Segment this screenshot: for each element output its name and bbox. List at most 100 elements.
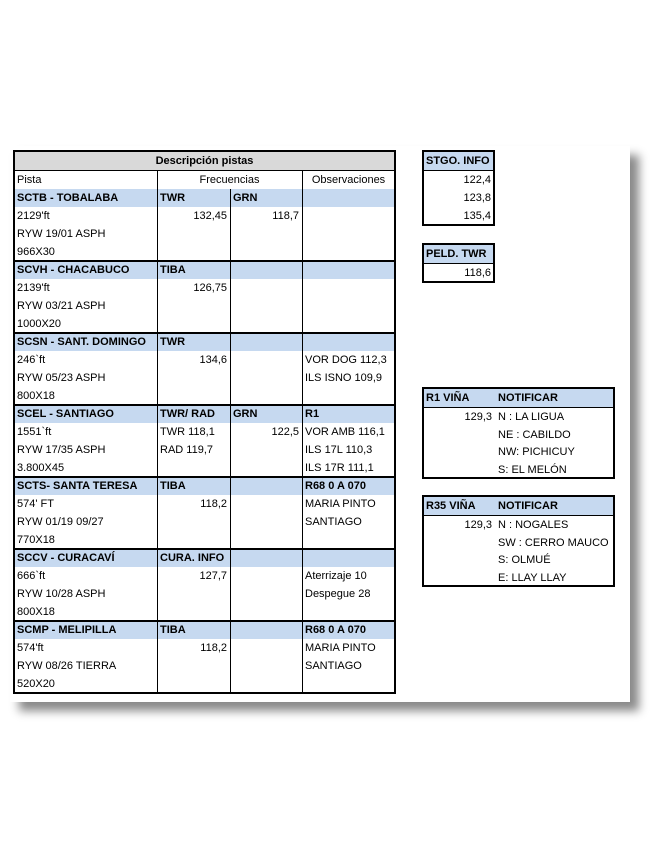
section-header: TWR [160, 192, 186, 204]
cell: RYW 19/01 ASPH [17, 228, 106, 240]
cell: 127,7 [199, 570, 227, 582]
section-header: TIBA [160, 624, 186, 636]
rule [13, 692, 396, 694]
rule [422, 150, 495, 152]
section-header: TIBA [160, 480, 186, 492]
section-header: TWR [160, 336, 186, 348]
rule [14, 332, 395, 334]
box-value: 123,8 [463, 192, 491, 204]
section-header-fill [14, 477, 395, 495]
section-header-fill [14, 405, 395, 423]
rule [422, 585, 615, 587]
cell: 2139'ft [17, 282, 50, 294]
cell: RYW 03/21 ASPH [17, 300, 106, 312]
col-header: Observaciones [311, 174, 386, 186]
frequency: 129,3 [464, 411, 492, 423]
box-title: R35 VIÑA [426, 500, 476, 512]
rule [613, 495, 615, 586]
box-title: R1 VIÑA [426, 392, 470, 404]
section-header: TWR/ RAD [160, 408, 215, 420]
section-header-fill [14, 549, 395, 567]
section-header-fill [14, 261, 395, 279]
box-title: NOTIFICAR [498, 500, 558, 512]
col-header: Frecuencias [199, 174, 260, 186]
box-value: 122,4 [463, 174, 491, 186]
rule [493, 150, 495, 225]
notify-item: NW: PICHICUY [498, 446, 575, 458]
cell: VOR AMB 116,1 [305, 426, 385, 438]
frequency: 129,3 [464, 519, 492, 531]
cell: ILS 17R 111,1 [305, 462, 374, 474]
notify-item: E: LLAY LLAY [498, 571, 567, 584]
rule [13, 150, 15, 693]
notify-item: N : NOGALES [498, 519, 569, 531]
cell: 134,6 [199, 354, 227, 366]
rule [14, 404, 395, 406]
section-header: CURA. INFO [160, 552, 225, 564]
section-header: TIBA [160, 264, 186, 276]
cell: 118,2 [200, 498, 227, 510]
rule [422, 495, 424, 586]
cell: 574' FT [17, 498, 54, 510]
cell: 770X18 [17, 534, 55, 546]
col-header: Pista [17, 174, 42, 186]
section-header: GRN [233, 192, 258, 204]
rule [230, 189, 231, 693]
rule [493, 243, 495, 282]
rule [14, 476, 395, 478]
cell: Aterrizaje 10 [305, 570, 367, 582]
section-header: SCTB - TOBALABA [17, 192, 119, 204]
cell: 118,7 [272, 210, 299, 222]
cell: 246`ft [17, 354, 46, 366]
section-header: SCSN - SANT. DOMINGO [17, 336, 146, 348]
cell: MARIA PINTO [305, 642, 376, 654]
title-fill [14, 151, 395, 170]
section-header-fill [14, 333, 395, 351]
cell: 126,75 [193, 282, 227, 294]
section-header: SCVH - CHACABUCO [17, 264, 130, 276]
box-header-fill [423, 388, 614, 407]
box-header-fill [423, 151, 494, 170]
cell: VOR DOG 112,3 [305, 354, 387, 366]
box-header-fill [423, 244, 494, 263]
box-title: STGO. INFO [426, 155, 490, 167]
rule [422, 224, 495, 226]
cell: RYW 17/35 ASPH [17, 444, 106, 456]
cell: SANTIAGO [305, 516, 362, 528]
box-header-fill [423, 496, 614, 515]
section-header: SCCV - CURACAVÍ [17, 552, 115, 564]
cell: 118,2 [200, 642, 227, 654]
sheet [10, 146, 630, 702]
cell: 2129'ft [17, 210, 50, 222]
rule [157, 170, 158, 693]
cell: 1551`ft [17, 426, 52, 438]
rule [423, 515, 614, 516]
box-title: PELD. TWR [426, 248, 487, 260]
rule [14, 260, 395, 262]
cell: 3.800X45 [17, 462, 65, 474]
rule [14, 548, 395, 550]
rule [422, 281, 495, 283]
cell: 800X18 [17, 390, 55, 402]
rule [422, 387, 424, 478]
cell: MARIA PINTO [305, 498, 376, 510]
rule [423, 170, 494, 171]
rule [14, 620, 395, 622]
notify-item: S: EL MELÓN [498, 463, 567, 476]
notify-item: N : LA LIGUA [498, 411, 565, 423]
cell: 520X20 [17, 678, 55, 690]
cell: ILS ISNO 109,9 [305, 372, 383, 384]
rule [422, 387, 615, 389]
cell: RYW 08/26 TIERRA [17, 660, 117, 672]
rule [394, 150, 396, 693]
cell: ILS 17L 110,3 [305, 444, 373, 456]
rule [13, 150, 396, 152]
cell: RYW 01/19 09/27 [17, 516, 104, 528]
cell: 800X18 [17, 606, 55, 618]
cell: 966X30 [17, 246, 55, 258]
rule [302, 170, 303, 693]
rule [613, 387, 615, 478]
rule [422, 477, 615, 479]
notify-item: SW : CERRO MAUCO [498, 536, 609, 549]
cell: 132,45 [193, 210, 227, 222]
